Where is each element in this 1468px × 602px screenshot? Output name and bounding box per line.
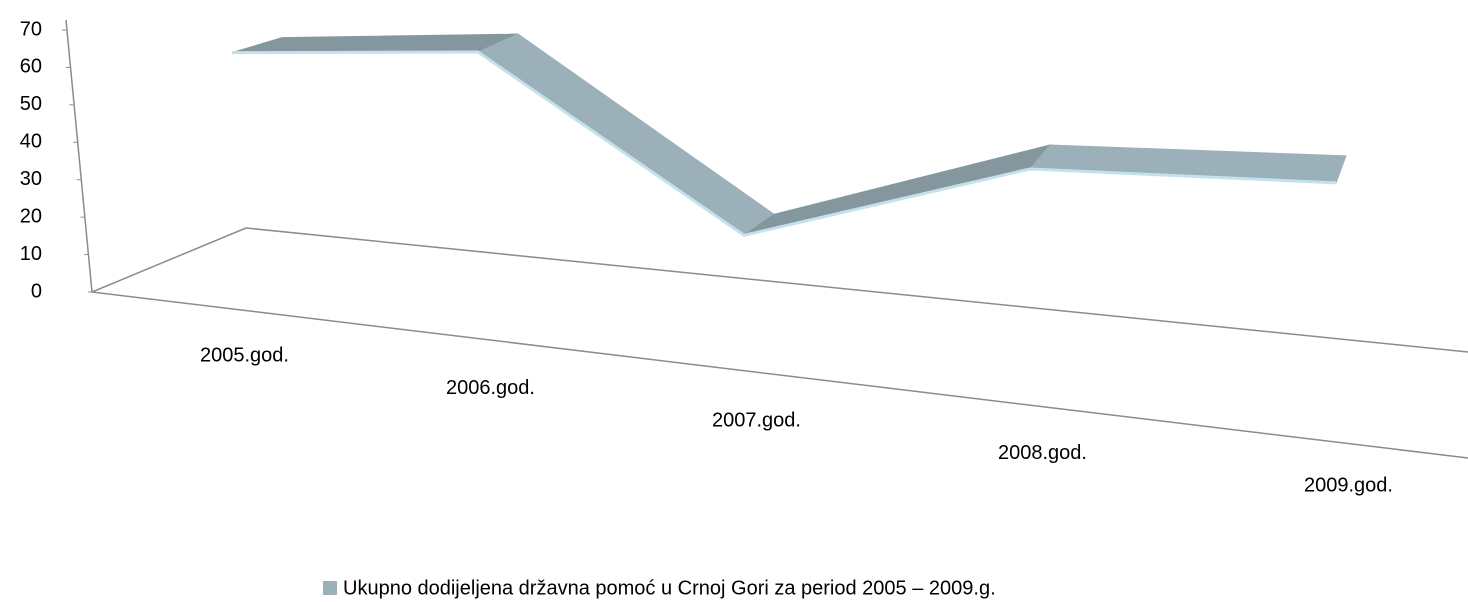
y-tick-label: 20 — [20, 205, 42, 227]
legend-label: Ukupno dodijeljena državna pomoć u Crnoj… — [343, 577, 996, 599]
y-tick-label: 50 — [20, 93, 42, 115]
floor-edge — [91, 227, 247, 293]
y-tick-label: 40 — [20, 131, 42, 153]
y-tick-label: 30 — [20, 168, 42, 190]
floor-edge — [245, 227, 1468, 353]
ribbon-face — [476, 33, 775, 236]
line-front-edge — [231, 50, 1337, 237]
legend-swatch — [323, 581, 337, 595]
y-tick-label: 0 — [31, 280, 42, 302]
ribbon-face — [743, 144, 1052, 236]
x-tick-label: 2008.god. — [998, 442, 1087, 464]
x-tick-label: 2007.god. — [712, 409, 801, 431]
y-axis — [65, 19, 93, 293]
x-tick-label: 2005.god. — [200, 344, 289, 366]
ribbon-face — [231, 33, 519, 54]
floor-edge — [91, 291, 1468, 459]
y-tick-label: 60 — [20, 56, 42, 78]
y-tick-label: 10 — [20, 243, 42, 265]
x-tick-label: 2006.god. — [446, 377, 535, 399]
x-tick-label: 2009.god. — [1304, 474, 1393, 496]
y-tick-label: 70 — [20, 18, 42, 40]
